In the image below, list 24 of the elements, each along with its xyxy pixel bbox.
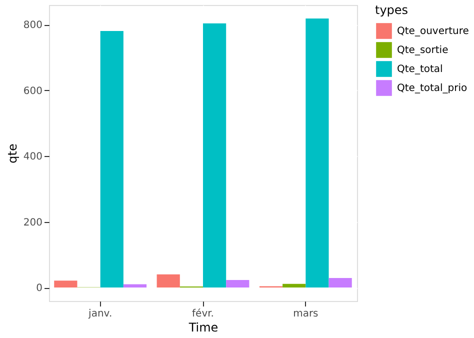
y-axis-title: qte: [5, 144, 20, 164]
bar: [226, 280, 250, 288]
bar: [123, 284, 147, 288]
bar: [328, 278, 352, 288]
bar: [306, 18, 329, 288]
y-tick-label: 600: [23, 86, 42, 97]
x-tick-label: févr.: [192, 308, 214, 320]
bar: [282, 284, 306, 288]
x-tick-label: mars: [293, 308, 318, 320]
legend-label: Qte_ouverture: [397, 26, 469, 37]
legend-label: Qte_total: [397, 64, 443, 75]
bar: [54, 280, 78, 288]
legend-label: Qte_total_prio: [397, 83, 468, 94]
legend-title: types: [375, 3, 408, 17]
y-tick-label: 800: [23, 20, 42, 32]
y-tick-label: 400: [23, 152, 42, 163]
y-tick-label: 0: [36, 283, 42, 294]
bar: [100, 30, 124, 288]
x-axis-title: Time: [188, 320, 218, 334]
y-tick-label: 200: [23, 217, 42, 228]
legend-label: Qte_sortie: [397, 45, 448, 56]
bar: [203, 23, 226, 288]
bar: [156, 274, 180, 288]
x-tick-label: janv.: [88, 308, 112, 320]
